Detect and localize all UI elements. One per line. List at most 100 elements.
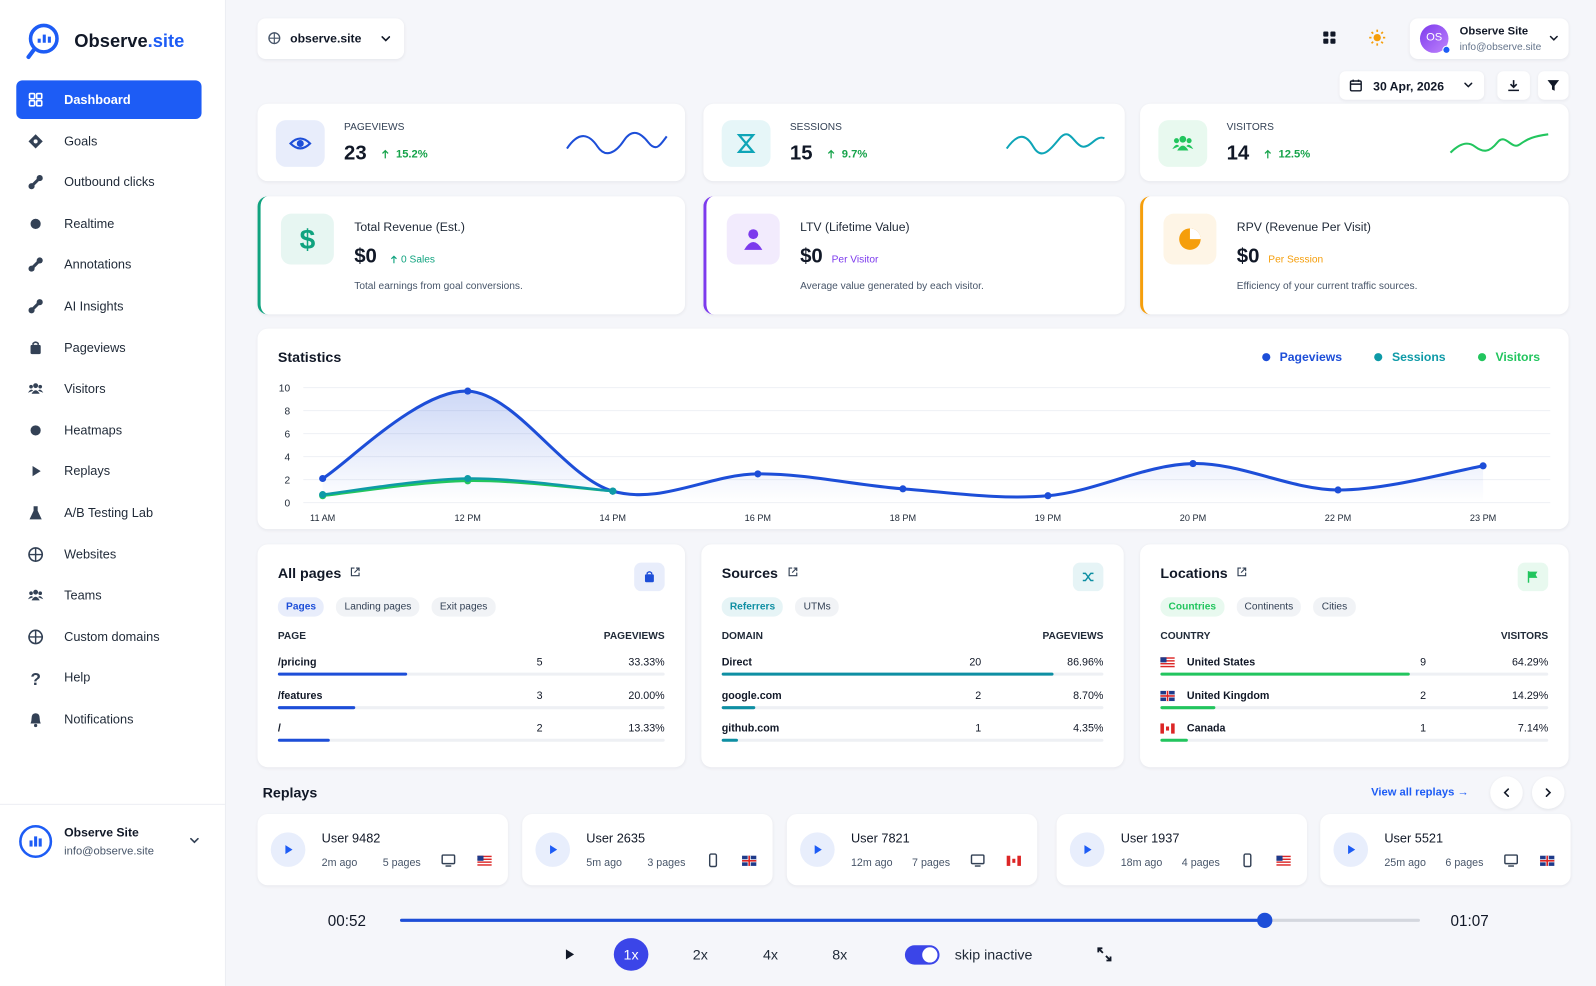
- flag-part: [1160, 665, 1175, 668]
- replay-card[interactable]: User 5521 25m ago 6 pages: [1320, 814, 1571, 886]
- speed-option[interactable]: 2x: [692, 946, 708, 963]
- icon-shape: [35, 92, 43, 100]
- icon: [827, 149, 835, 159]
- nav-item[interactable]: Websites: [16, 535, 201, 574]
- legend-item[interactable]: Pageviews: [1262, 350, 1342, 364]
- nav-item[interactable]: Annotations: [16, 246, 201, 285]
- nav-item[interactable]: Heatmaps: [16, 411, 201, 450]
- row-count: 1: [1420, 722, 1427, 735]
- legend-item[interactable]: Sessions: [1374, 350, 1446, 364]
- icon-shape: [1186, 144, 1194, 150]
- flag-icon: [477, 855, 492, 866]
- brand-name: Observe: [74, 30, 148, 51]
- row-name: /: [277, 722, 281, 735]
- panel-action[interactable]: [1072, 562, 1104, 592]
- icon: [744, 229, 763, 250]
- revenue-note: 0 Sales: [401, 254, 436, 266]
- icon-shape: [788, 567, 798, 577]
- account[interactable]: Observe Site info@observe.site: [16, 814, 209, 871]
- nav-label: Dashboard: [64, 92, 131, 107]
- data-point: [464, 474, 472, 483]
- icon-shape: [646, 571, 653, 575]
- legend-item[interactable]: Visitors: [1478, 350, 1540, 364]
- user-menu[interactable]: OS Observe Site info@observe.site: [1409, 18, 1569, 60]
- site-selector[interactable]: observe.site: [257, 18, 405, 60]
- icon-shape: [27, 389, 34, 393]
- icon-shape: [1370, 41, 1374, 44]
- progress-thumb[interactable]: [1257, 912, 1273, 928]
- row-share: 13.33%: [628, 722, 665, 735]
- legend: Pageviews Sessions Visitors: [1262, 350, 1540, 364]
- row-count: 5: [536, 656, 543, 669]
- nav-item[interactable]: ? Help: [16, 659, 201, 698]
- icon-shape: [1370, 31, 1374, 35]
- flag-part: [1540, 859, 1555, 862]
- pager-button[interactable]: [1531, 776, 1565, 809]
- panel-action[interactable]: [634, 562, 665, 592]
- nav-label: Help: [64, 670, 91, 686]
- icon[interactable]: [561, 946, 577, 962]
- nav-item[interactable]: Goals: [16, 122, 201, 161]
- replays-link[interactable]: View all replays →: [1371, 786, 1469, 799]
- tab[interactable]: UTMs: [795, 597, 839, 617]
- icon-shape: [38, 389, 44, 393]
- nav-item[interactable]: AI Insights: [16, 287, 201, 326]
- tab[interactable]: Landing pages: [336, 597, 420, 617]
- date-picker[interactable]: 30 Apr, 2026: [1339, 71, 1485, 100]
- flag-part: [1276, 855, 1283, 861]
- icon-shape: [28, 99, 36, 107]
- nav-item[interactable]: Realtime: [16, 204, 201, 243]
- nav-item[interactable]: Teams: [16, 576, 201, 615]
- icon: [28, 546, 44, 562]
- download-button[interactable]: [1497, 71, 1530, 100]
- icon[interactable]: [1096, 946, 1112, 962]
- replay-card[interactable]: User 7821 12m ago 7 pages: [786, 814, 1038, 886]
- icon: [29, 506, 42, 520]
- flag-icon: [1006, 855, 1021, 866]
- skip-toggle[interactable]: [904, 945, 940, 965]
- tab[interactable]: Cities: [1313, 597, 1356, 617]
- pager-button[interactable]: [1490, 776, 1523, 809]
- nav-label: Annotations: [64, 257, 132, 273]
- nav-item[interactable]: Replays: [16, 452, 201, 491]
- replay-card[interactable]: User 1937 18m ago 4 pages: [1056, 814, 1307, 886]
- icon: [28, 92, 43, 107]
- replay-user: User 2635: [586, 831, 646, 846]
- nav-item[interactable]: Pageviews: [16, 328, 201, 367]
- bar: [277, 738, 330, 742]
- replay-card[interactable]: User 9482 2m ago 5 pages: [257, 814, 508, 886]
- panel-action[interactable]: [1517, 562, 1549, 592]
- tab[interactable]: Referrers: [721, 597, 784, 617]
- x-tick-label: 20 PM: [1180, 513, 1206, 523]
- icon: [28, 175, 43, 190]
- speed-option[interactable]: 8x: [832, 946, 848, 963]
- nav-item[interactable]: Visitors: [16, 370, 201, 409]
- row-name: United Kingdom: [1186, 689, 1270, 702]
- tab[interactable]: Exit pages: [431, 597, 496, 617]
- nav-item[interactable]: Notifications: [16, 700, 201, 739]
- column-header: PAGE: [277, 630, 306, 643]
- nav-item[interactable]: A/B Testing Lab: [16, 493, 201, 532]
- icon-shape: [36, 299, 43, 306]
- replay-user: User 7821: [850, 831, 910, 846]
- filter-button[interactable]: [1538, 71, 1569, 100]
- speed-option[interactable]: 1x: [613, 938, 649, 971]
- nav-label: Websites: [64, 547, 117, 562]
- speed-option[interactable]: 4x: [763, 946, 779, 963]
- tab[interactable]: Countries: [1160, 597, 1225, 617]
- sparkline: [1005, 133, 1105, 155]
- nav-item[interactable]: Outbound clicks: [16, 163, 201, 202]
- nav-item[interactable]: Custom domains: [16, 617, 201, 656]
- replay-card[interactable]: User 2635 5m ago 3 pages: [522, 814, 773, 886]
- metric-change: 9.7%: [841, 148, 868, 161]
- icon[interactable]: [1368, 28, 1386, 46]
- icon: [32, 466, 41, 477]
- icon-shape: [1323, 31, 1329, 37]
- icon[interactable]: [1321, 30, 1337, 46]
- tab[interactable]: Continents: [1236, 597, 1302, 617]
- tab[interactable]: Pages: [277, 597, 325, 617]
- nav-label: Visitors: [64, 381, 106, 396]
- nav-item[interactable]: Dashboard: [16, 80, 202, 120]
- icon: [1545, 788, 1552, 797]
- nav-label: Replays: [64, 464, 111, 479]
